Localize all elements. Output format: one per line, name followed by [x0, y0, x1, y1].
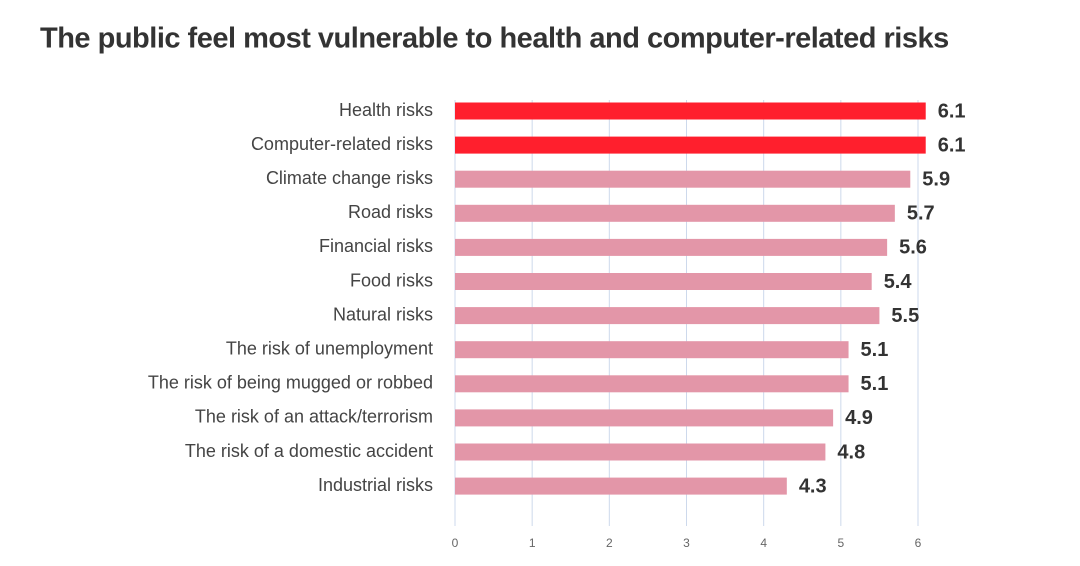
category-label: Health risks — [339, 100, 433, 120]
bar — [455, 170, 911, 188]
x-tick-label: 3 — [683, 536, 690, 550]
category-label: Financial risks — [319, 236, 433, 256]
x-tick-label: 6 — [915, 536, 922, 550]
x-tick-label: 4 — [760, 536, 767, 550]
bar — [455, 375, 849, 393]
value-label: 5.7 — [907, 203, 935, 225]
category-label: Road risks — [348, 202, 433, 222]
x-tick-label: 2 — [606, 536, 613, 550]
bar — [455, 443, 826, 461]
bar — [455, 102, 926, 120]
category-label: Climate change risks — [266, 168, 433, 188]
category-label: Computer-related risks — [251, 134, 433, 154]
category-label: The risk of an attack/terrorism — [195, 407, 433, 427]
value-label: 5.5 — [891, 305, 919, 327]
category-label: The risk of a domestic accident — [185, 441, 433, 461]
bar — [455, 273, 872, 290]
chart-title: The public feel most vulnerable to healt… — [40, 23, 949, 55]
value-label: 5.1 — [861, 373, 889, 395]
bar — [455, 238, 888, 256]
value-label: 6.1 — [938, 100, 966, 122]
x-tick-label: 0 — [452, 536, 459, 550]
bar — [455, 409, 834, 427]
x-tick-label: 1 — [529, 536, 536, 550]
category-label: Natural risks — [333, 304, 433, 324]
category-label: The risk of being mugged or robbed — [148, 373, 433, 393]
bar — [455, 307, 880, 325]
value-label: 4.8 — [837, 441, 865, 463]
value-label: 4.3 — [799, 475, 827, 497]
value-label: 5.1 — [861, 339, 889, 361]
bar — [455, 341, 849, 359]
value-label: 4.9 — [845, 407, 873, 429]
bar — [455, 477, 787, 495]
category-label: Food risks — [350, 270, 433, 290]
value-label: 5.9 — [922, 168, 950, 190]
category-label: The risk of unemployment — [226, 338, 433, 358]
bar — [455, 136, 926, 154]
value-label: 5.6 — [899, 237, 927, 259]
value-label: 5.4 — [884, 271, 913, 293]
category-label: Industrial risks — [318, 475, 433, 495]
value-label: 6.1 — [938, 134, 966, 156]
bar — [455, 204, 895, 222]
x-tick-label: 5 — [837, 536, 844, 550]
